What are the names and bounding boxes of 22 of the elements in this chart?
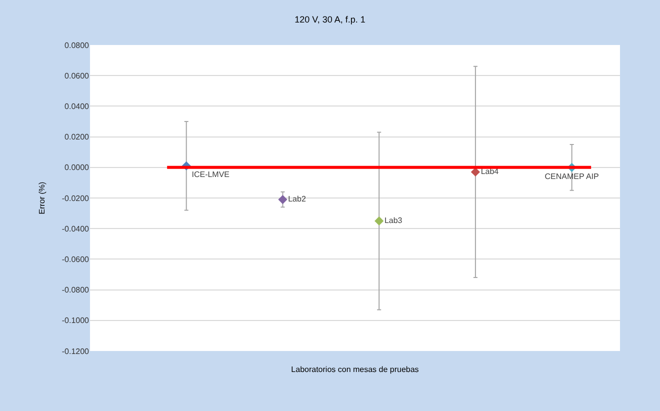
x-axis-title: Laboratorios con mesas de pruebas	[291, 365, 419, 374]
series-label: Lab3	[384, 216, 403, 225]
point	[374, 216, 384, 226]
y-axis-title: Error (%)	[38, 181, 47, 214]
point	[470, 167, 480, 177]
y-tick-label: 0.0800	[64, 40, 90, 50]
y-tick-label: -0.0600	[62, 255, 90, 264]
series-label: Lab4	[480, 166, 500, 176]
y-tick-label: -0.1200	[62, 346, 90, 356]
point	[278, 194, 288, 204]
y-tick-label: -0.0800	[62, 286, 90, 295]
series-label: CENAMEP AIP	[544, 172, 599, 181]
series-label: Lab2	[288, 194, 306, 204]
y-tick-label: 0.0400	[64, 102, 90, 111]
y-tick-label: 0.0200	[64, 132, 90, 142]
chart-title: 120 V, 30 A, f.p. 1	[294, 14, 366, 25]
y-tick-label: -0.0200	[62, 194, 90, 203]
series-label: ICE-LMVE	[192, 170, 230, 180]
y-tick-label: 0.0600	[64, 71, 90, 80]
y-tick-label: -0.0400	[62, 224, 90, 234]
y-tick-label: -0.1000	[62, 316, 90, 326]
y-tick-label: 0.0000	[64, 163, 90, 172]
